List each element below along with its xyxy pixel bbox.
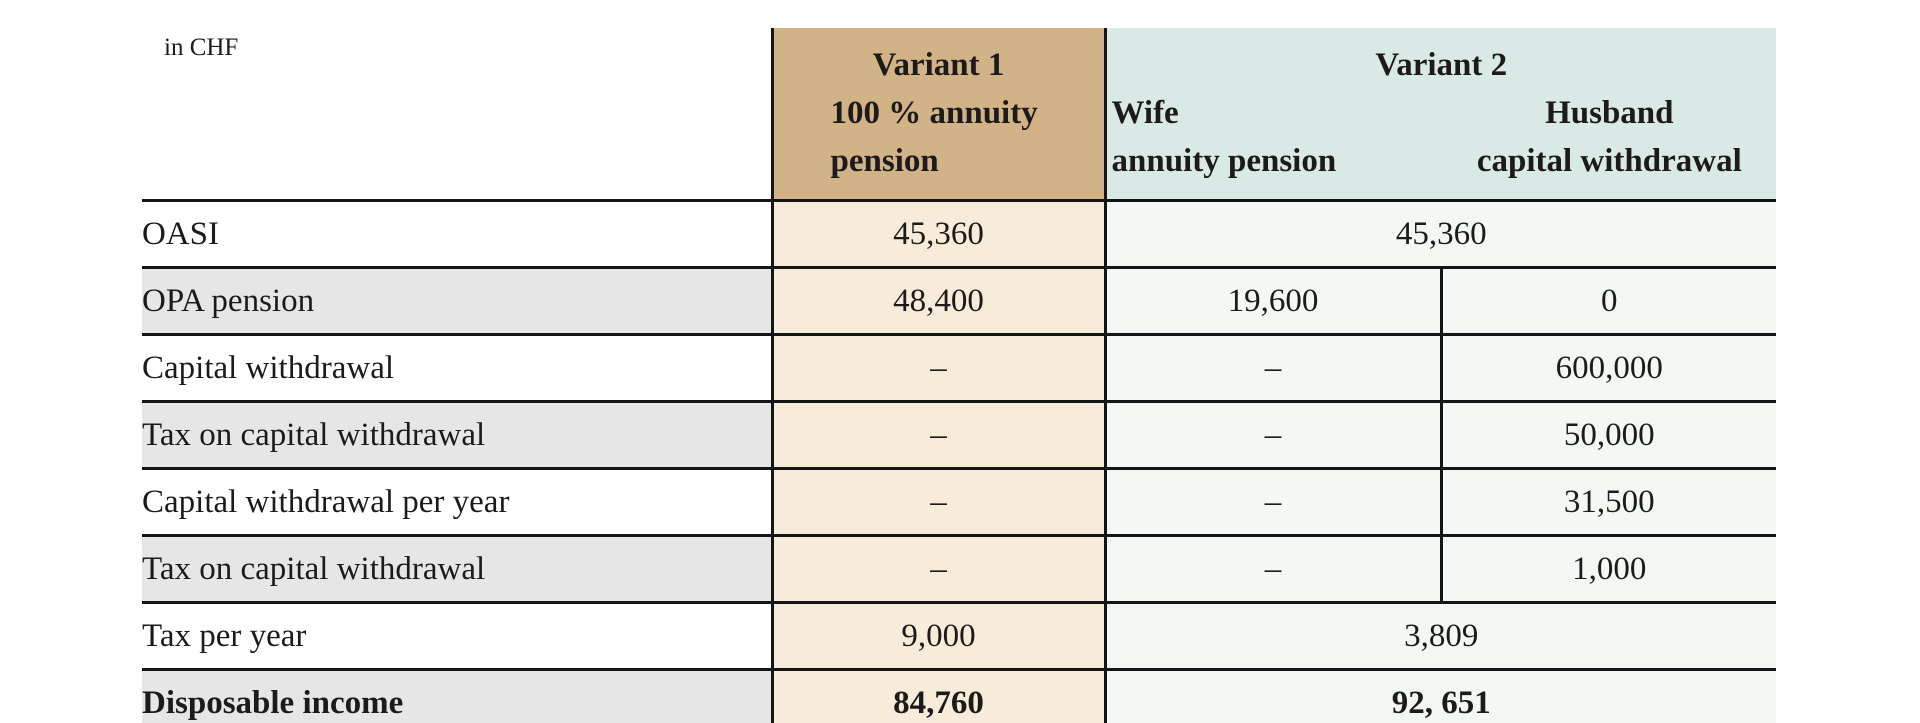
table-row-disposable-income: Disposable income 84,760 92, 651	[142, 669, 1777, 723]
row-label: Capital withdrawal	[142, 334, 772, 403]
table-row-capital-withdrawal-per-year: Capital withdrawal per year – – 31,500	[142, 468, 1777, 537]
variant1-title: Variant 1	[872, 47, 1005, 83]
header-row: in CHF Variant 1 100 % annuity pension V…	[142, 28, 1777, 202]
variant2-header-cell: Variant 2 Wife annuity pension Husband c…	[1103, 28, 1777, 202]
variant1-subtitle-line2: pension	[830, 143, 939, 179]
wife-subheader: Wife annuity pension	[1107, 89, 1443, 185]
row-label: OASI	[142, 200, 772, 269]
husband-label: Husband	[1545, 95, 1674, 131]
husband-value-cell: 31,500	[1439, 468, 1777, 537]
variant1-value-cell: 9,000	[770, 602, 1105, 671]
wife-desc: annuity pension	[1111, 143, 1337, 179]
unit-header-cell: in CHF	[142, 28, 772, 202]
wife-label: Wife	[1111, 95, 1179, 131]
variant1-value-cell: –	[770, 334, 1105, 403]
wife-value-cell: 19,600	[1103, 267, 1441, 336]
husband-value-cell: 600,000	[1439, 334, 1777, 403]
variant2-span-value-cell: 92, 651	[1103, 669, 1777, 723]
wife-value-cell: –	[1103, 334, 1441, 403]
variant1-value-cell: 48,400	[770, 267, 1105, 336]
variant2-title: Variant 2	[1375, 47, 1508, 83]
husband-subheader: Husband capital withdrawal	[1443, 89, 1776, 185]
variant1-value-cell: 45,360	[770, 200, 1105, 269]
unit-label: in CHF	[164, 34, 239, 61]
variant1-value-cell: –	[770, 401, 1105, 470]
variant1-value-cell: –	[770, 535, 1105, 604]
husband-desc: capital withdrawal	[1476, 143, 1742, 179]
row-label: Capital withdrawal per year	[142, 468, 772, 537]
variant2-span-value-cell: 3,809	[1103, 602, 1777, 671]
variant1-subtitle-line1: 100 % annuity	[830, 95, 1038, 131]
variant1-value-cell: 84,760	[770, 669, 1105, 723]
table-row-oasi: OASI 45,360 45,360	[142, 200, 1777, 269]
row-label: Tax on capital withdrawal	[142, 401, 772, 470]
table-row-tax-per-year: Tax per year 9,000 3,809	[142, 602, 1777, 671]
variant2-span-value-cell: 45,360	[1103, 200, 1777, 269]
pension-comparison-table-wrap: in CHF Variant 1 100 % annuity pension V…	[142, 28, 1777, 723]
table-row-opa-pension: OPA pension 48,400 19,600 0	[142, 267, 1777, 336]
row-label: Tax on capital withdrawal	[142, 535, 772, 604]
variant1-value-cell: –	[770, 468, 1105, 537]
table-row-tax-on-capital-withdrawal: Tax on capital withdrawal – – 50,000	[142, 401, 1777, 470]
row-label: Tax per year	[142, 602, 772, 671]
row-label: OPA pension	[142, 267, 772, 336]
wife-value-cell: –	[1103, 535, 1441, 604]
variant1-header-cell: Variant 1 100 % annuity pension	[770, 28, 1105, 202]
wife-value-cell: –	[1103, 468, 1441, 537]
row-label: Disposable income	[142, 669, 772, 723]
table-row-tax-on-capital-withdrawal-2: Tax on capital withdrawal – – 1,000	[142, 535, 1777, 604]
pension-comparison-table: in CHF Variant 1 100 % annuity pension V…	[142, 28, 1777, 723]
variant2-subheaders: Wife annuity pension Husband capital wit…	[1107, 89, 1777, 185]
husband-value-cell: 1,000	[1439, 535, 1777, 604]
wife-value-cell: –	[1103, 401, 1441, 470]
table-row-capital-withdrawal: Capital withdrawal – – 600,000	[142, 334, 1777, 403]
husband-value-cell: 50,000	[1439, 401, 1777, 470]
husband-value-cell: 0	[1439, 267, 1777, 336]
